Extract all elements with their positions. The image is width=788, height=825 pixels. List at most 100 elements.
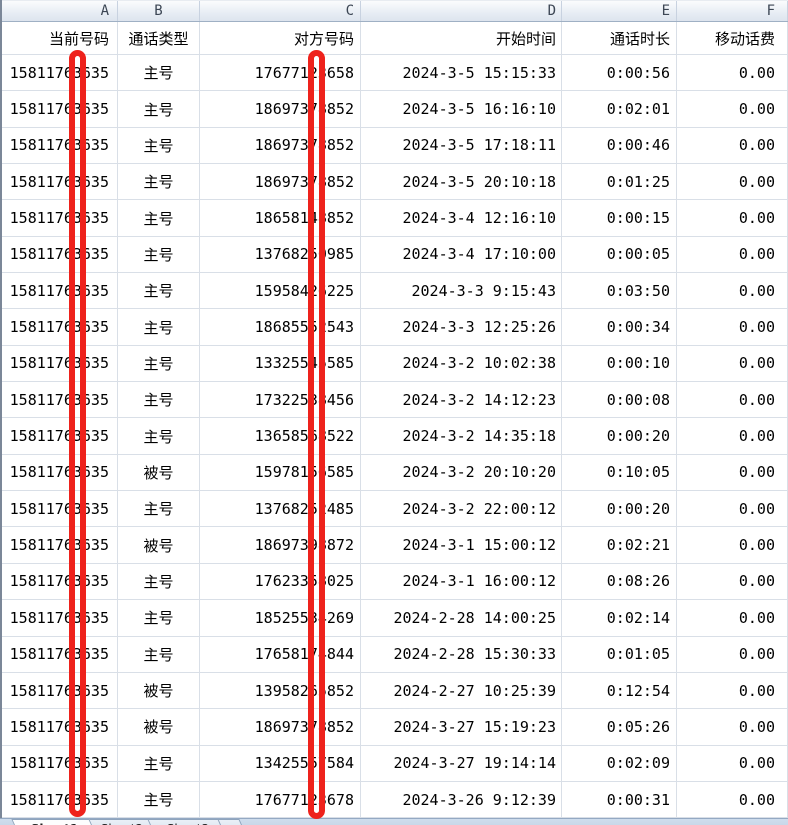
cell[interactable]: 主号 <box>118 418 200 455</box>
cell[interactable]: 主号 <box>118 563 200 601</box>
cell[interactable]: 0:02:21 <box>562 527 677 564</box>
cell[interactable]: 15978156585 <box>200 454 361 492</box>
cell[interactable]: 15811763635 <box>0 309 118 346</box>
cell[interactable]: 18697378852 <box>200 164 361 201</box>
cell[interactable]: 0.00 <box>677 273 788 310</box>
cell[interactable]: 13425557584 <box>200 745 361 782</box>
column-letter-f[interactable]: F <box>677 1 788 21</box>
cell[interactable]: 2024-3-27 19:14:14 <box>361 745 562 782</box>
cell[interactable]: 0.00 <box>677 781 788 819</box>
cell[interactable]: 0:02:14 <box>562 600 677 637</box>
cell[interactable]: 0.00 <box>677 418 788 455</box>
cell[interactable]: 15811763635 <box>0 491 118 528</box>
cell[interactable]: 0:00:05 <box>562 236 677 274</box>
cell[interactable]: 主号 <box>118 91 200 128</box>
cell[interactable]: 15811763635 <box>0 454 118 492</box>
header-cell-f[interactable]: 移动话费 <box>677 22 788 55</box>
cell[interactable]: 主号 <box>118 309 200 346</box>
header-cell-d[interactable]: 开始时间 <box>361 22 562 55</box>
cell[interactable]: 被号 <box>118 527 200 564</box>
cell[interactable]: 17322538456 <box>200 382 361 419</box>
cell[interactable]: 主号 <box>118 127 200 165</box>
header-cell-c[interactable]: 对方号码 <box>200 22 361 55</box>
cell[interactable]: 13325545585 <box>200 345 361 383</box>
insert-worksheet-button[interactable]: ✱ <box>217 819 249 825</box>
cell[interactable]: 0:00:08 <box>562 382 677 419</box>
cell[interactable]: 0:01:25 <box>562 164 677 201</box>
cell[interactable]: 2024-3-5 17:18:11 <box>361 127 562 165</box>
sheet-tab-sheet1[interactable]: Sheet1 <box>11 819 99 825</box>
cell[interactable]: 被号 <box>118 709 200 746</box>
header-cell-b[interactable]: 通话类型 <box>118 22 200 55</box>
cell[interactable]: 2024-3-1 15:00:12 <box>361 527 562 564</box>
cell[interactable]: 18697378852 <box>200 709 361 746</box>
cell[interactable]: 被号 <box>118 672 200 710</box>
cell[interactable]: 2024-3-5 20:10:18 <box>361 164 562 201</box>
cell[interactable]: 0.00 <box>677 200 788 237</box>
cell[interactable]: 15811763635 <box>0 527 118 564</box>
cell[interactable]: 0:00:20 <box>562 491 677 528</box>
cell[interactable]: 2024-3-2 10:02:38 <box>361 345 562 383</box>
cell[interactable]: 0:02:01 <box>562 91 677 128</box>
cell[interactable]: 2024-2-28 15:30:33 <box>361 636 562 673</box>
column-letter-c[interactable]: C <box>200 1 361 21</box>
cell[interactable]: 15811763635 <box>0 236 118 274</box>
cell[interactable]: 2024-2-27 10:25:39 <box>361 672 562 710</box>
cell[interactable]: 主号 <box>118 636 200 673</box>
cell[interactable]: 2024-3-2 14:35:18 <box>361 418 562 455</box>
cell[interactable]: 0:00:15 <box>562 200 677 237</box>
cell[interactable]: 15811763635 <box>0 636 118 673</box>
cell[interactable]: 18525534269 <box>200 600 361 637</box>
column-letter-e[interactable]: E <box>562 1 677 21</box>
cell[interactable]: 15811763635 <box>0 563 118 601</box>
cell[interactable]: 15811763635 <box>0 672 118 710</box>
cell[interactable]: 0:00:31 <box>562 781 677 819</box>
cell[interactable]: 2024-3-5 15:15:33 <box>361 55 562 92</box>
cell[interactable]: 15811763635 <box>0 200 118 237</box>
cell[interactable]: 15811763635 <box>0 781 118 819</box>
cell[interactable]: 15811763635 <box>0 273 118 310</box>
cell[interactable]: 18697378852 <box>200 127 361 165</box>
cell[interactable]: 0.00 <box>677 491 788 528</box>
cell[interactable]: 0:00:56 <box>562 55 677 92</box>
cell[interactable]: 主号 <box>118 382 200 419</box>
cell[interactable]: 0:00:46 <box>562 127 677 165</box>
cell[interactable]: 18685552543 <box>200 309 361 346</box>
cell[interactable]: 0.00 <box>677 55 788 92</box>
cell[interactable]: 2024-3-4 17:10:00 <box>361 236 562 274</box>
header-cell-e[interactable]: 通话时长 <box>562 22 677 55</box>
cell[interactable]: 主号 <box>118 600 200 637</box>
cell[interactable]: 0:00:20 <box>562 418 677 455</box>
cell[interactable]: 13958265852 <box>200 672 361 710</box>
cell[interactable]: 2024-2-28 14:00:25 <box>361 600 562 637</box>
cell[interactable]: 被号 <box>118 454 200 492</box>
cell[interactable]: 0.00 <box>677 672 788 710</box>
cell[interactable]: 主号 <box>118 345 200 383</box>
cell[interactable]: 0.00 <box>677 309 788 346</box>
cell[interactable]: 0.00 <box>677 164 788 201</box>
cell[interactable]: 0.00 <box>677 345 788 383</box>
cell[interactable]: 0:08:26 <box>562 563 677 601</box>
cell[interactable]: 0.00 <box>677 454 788 492</box>
cell[interactable]: 15811763635 <box>0 91 118 128</box>
column-letter-b[interactable]: B <box>118 1 200 21</box>
cell[interactable]: 0.00 <box>677 600 788 637</box>
cell[interactable]: 主号 <box>118 55 200 92</box>
cell[interactable]: 0.00 <box>677 745 788 782</box>
cell[interactable]: 0:01:05 <box>562 636 677 673</box>
cell[interactable]: 2024-3-1 16:00:12 <box>361 563 562 601</box>
cell[interactable]: 2024-3-2 22:00:12 <box>361 491 562 528</box>
cell[interactable]: 2024-3-3 12:25:26 <box>361 309 562 346</box>
cell[interactable]: 0.00 <box>677 527 788 564</box>
cell[interactable]: 17623358025 <box>200 563 361 601</box>
cell[interactable]: 主号 <box>118 273 200 310</box>
cell[interactable]: 0.00 <box>677 636 788 673</box>
cell[interactable]: 18658148852 <box>200 200 361 237</box>
cell[interactable]: 15811763635 <box>0 745 118 782</box>
cell[interactable]: 主号 <box>118 781 200 819</box>
cell[interactable]: 2024-3-2 14:12:23 <box>361 382 562 419</box>
cell[interactable]: 2024-3-3 9:15:43 <box>361 273 562 310</box>
cell[interactable]: 2024-3-2 20:10:20 <box>361 454 562 492</box>
cell[interactable]: 15811763635 <box>0 709 118 746</box>
cell[interactable]: 主号 <box>118 236 200 274</box>
